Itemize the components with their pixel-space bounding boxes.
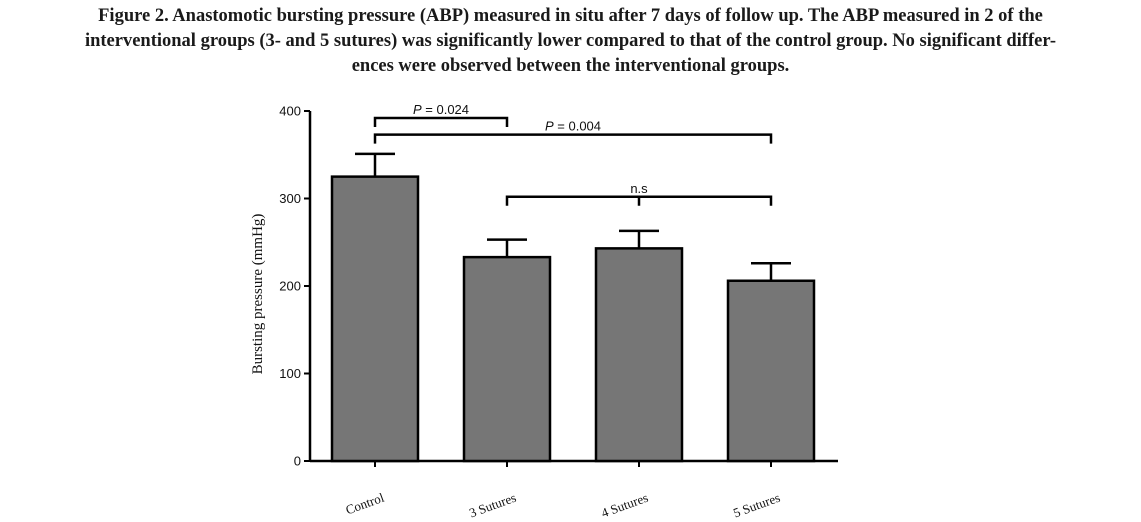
category-label-4-sutures: 4 Sutures bbox=[599, 490, 650, 521]
significance-bracket-2 bbox=[373, 133, 773, 144]
significance-label-2: P = 0.004 bbox=[545, 119, 601, 134]
caption-line-2: interventional groups (3- and 5 sutures)… bbox=[84, 31, 1057, 51]
category-label-5-sutures: 5 Sutures bbox=[731, 490, 782, 521]
category-label-3-sutures: 3 Sutures bbox=[467, 490, 518, 521]
y-axis-label: Bursting pressure (mmHg) bbox=[250, 214, 266, 375]
bar-5-sutures bbox=[726, 279, 816, 463]
bar-control bbox=[330, 175, 420, 463]
significance-label-3: n.s bbox=[630, 181, 648, 196]
y-tick-label-300: 300 bbox=[279, 191, 301, 206]
category-label-control: Control bbox=[344, 490, 387, 518]
y-tick-label-400: 400 bbox=[279, 104, 301, 119]
significance-label-1: P = 0.024 bbox=[413, 102, 469, 117]
bar-3-sutures bbox=[462, 255, 552, 463]
y-tick-label-0: 0 bbox=[294, 454, 301, 469]
y-tick-label-100: 100 bbox=[279, 366, 301, 381]
y-tick-label-200: 200 bbox=[279, 279, 301, 294]
figure-caption: Figure 2. Anastomotic bursting pressure … bbox=[0, 4, 1141, 79]
significance-bracket-1 bbox=[373, 116, 509, 127]
bar-4-sutures bbox=[594, 247, 684, 463]
caption-line-1: Figure 2. Anastomotic bursting pressure … bbox=[98, 6, 1043, 26]
caption-line-3: ences were observed between the interven… bbox=[351, 56, 790, 76]
